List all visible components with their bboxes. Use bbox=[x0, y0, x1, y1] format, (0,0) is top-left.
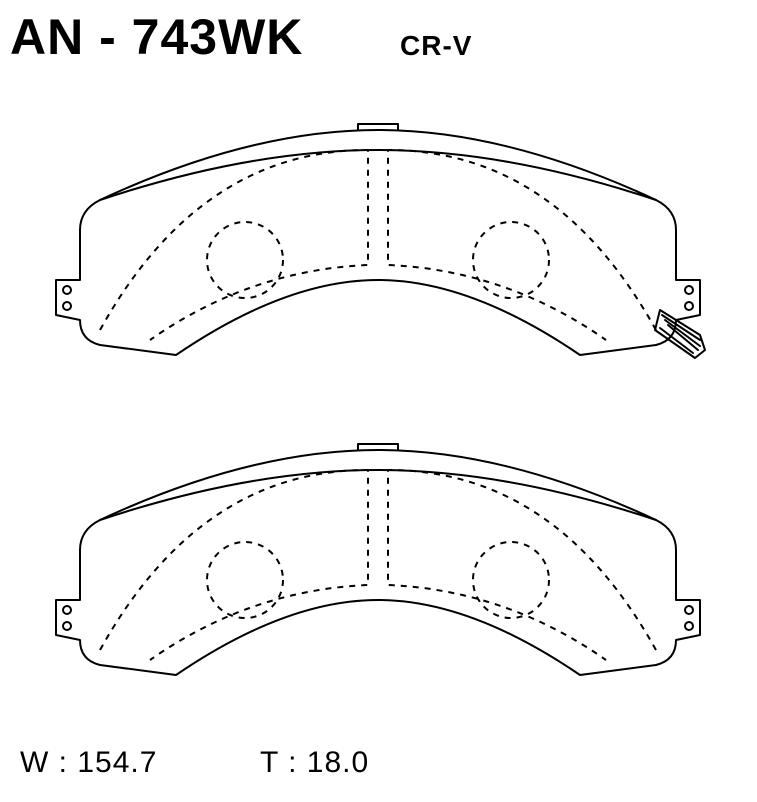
dimension-thickness-label: T : 18.0 bbox=[260, 746, 369, 780]
vehicle-model-label: CR-V bbox=[400, 30, 472, 62]
part-number-title: AN - 743WK bbox=[10, 8, 303, 66]
spec-sheet: AN - 743WK CR-V W : 154.7 T : 18.0 bbox=[0, 0, 757, 802]
bottom-pad bbox=[56, 444, 700, 675]
dimension-width-label: W : 154.7 bbox=[20, 746, 157, 780]
top-pad bbox=[56, 124, 705, 358]
diagram-svg bbox=[0, 80, 757, 740]
